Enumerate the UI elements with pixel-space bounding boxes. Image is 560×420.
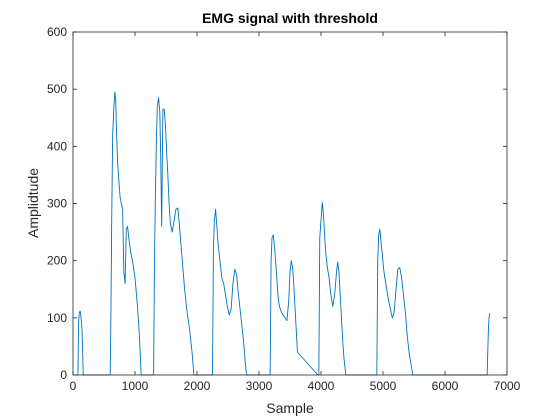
y-axis-label: Amplidtude: [25, 168, 41, 238]
y-tick-label-6: 600: [47, 25, 67, 39]
y-tick-label-1: 100: [47, 311, 67, 325]
x-tick-label-6: 6000: [432, 379, 459, 393]
x-tick-label-2: 2000: [184, 379, 211, 393]
y-tick-label-0: 0: [60, 368, 67, 382]
x-tick-label-0: 0: [70, 379, 77, 393]
x-tick-label-7: 7000: [494, 379, 521, 393]
chart-title: EMG signal with threshold: [202, 10, 378, 26]
x-tick-label-3: 3000: [246, 379, 273, 393]
x-tick-label-1: 1000: [122, 379, 149, 393]
x-tick-label-5: 5000: [370, 379, 397, 393]
plot-background: [73, 32, 507, 375]
y-tick-label-2: 200: [47, 254, 67, 268]
x-axis-label: Sample: [266, 400, 314, 416]
y-tick-label-3: 300: [47, 197, 67, 211]
y-tick-label-4: 400: [47, 139, 67, 153]
y-tick-label-5: 500: [47, 82, 67, 96]
x-tick-label-4: 4000: [308, 379, 335, 393]
